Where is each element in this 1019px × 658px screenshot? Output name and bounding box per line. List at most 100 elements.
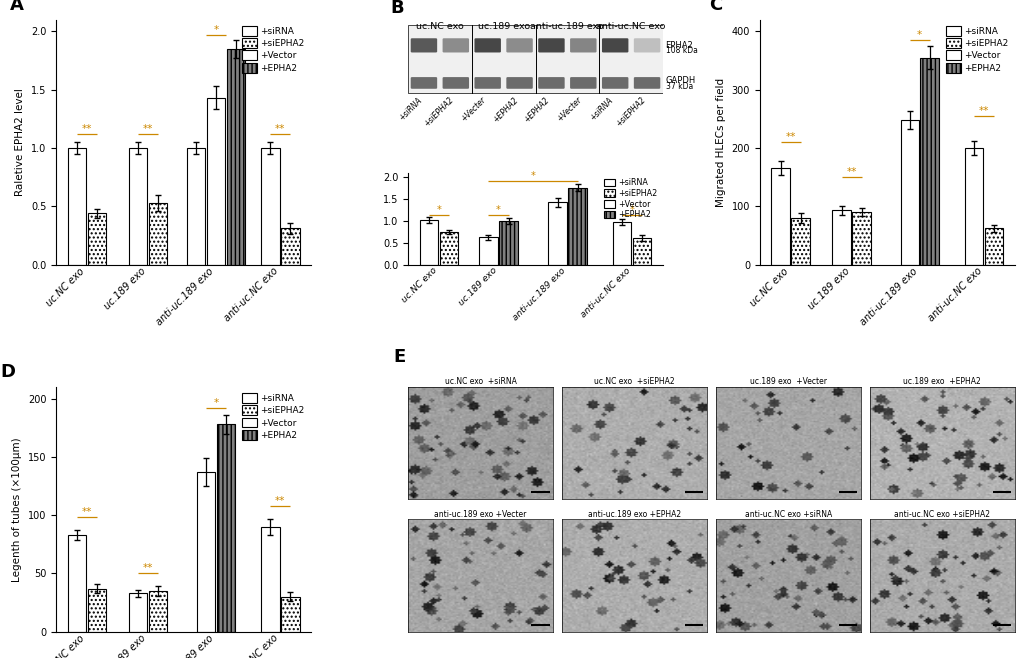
Text: 108 kDa: 108 kDa — [665, 47, 697, 55]
Text: +siEPHA2: +siEPHA2 — [613, 95, 646, 128]
Text: **: ** — [846, 167, 856, 177]
Title: anti-uc.NC exo +siEPHA2: anti-uc.NC exo +siEPHA2 — [894, 509, 989, 519]
Bar — [900, 120, 918, 265]
Bar — [547, 203, 567, 265]
Text: *: * — [436, 205, 441, 215]
Bar — [261, 527, 279, 632]
Text: *: * — [495, 205, 500, 215]
Bar — [88, 213, 106, 265]
Bar — [568, 188, 587, 265]
Text: A: A — [10, 0, 24, 14]
Bar — [852, 212, 870, 265]
FancyBboxPatch shape — [633, 77, 659, 89]
FancyBboxPatch shape — [505, 38, 532, 53]
Text: C: C — [708, 0, 721, 14]
Text: **: ** — [275, 124, 285, 134]
Bar — [261, 148, 279, 265]
FancyBboxPatch shape — [411, 77, 437, 89]
Bar — [128, 148, 147, 265]
Text: E: E — [393, 348, 406, 367]
Text: anti-uc.NC exo: anti-uc.NC exo — [596, 22, 665, 31]
Text: GAPDH: GAPDH — [665, 76, 695, 85]
FancyBboxPatch shape — [442, 38, 469, 53]
Bar — [770, 168, 789, 265]
Bar — [216, 424, 234, 632]
Bar — [149, 591, 167, 632]
FancyBboxPatch shape — [442, 77, 469, 89]
Bar — [67, 535, 86, 632]
Bar — [408, 25, 662, 93]
Legend: +siRNA, +siEPHA2, +Vector, +EPHA2: +siRNA, +siEPHA2, +Vector, +EPHA2 — [944, 24, 1010, 74]
Bar — [919, 58, 937, 265]
Title: uc.189 exo  +Vecter: uc.189 exo +Vecter — [749, 377, 826, 386]
Y-axis label: Legenth of tubes (×100μm): Legenth of tubes (×100μm) — [12, 437, 22, 582]
Legend: +siRNA, +siEPHA2, +Vector, +EPHA2: +siRNA, +siEPHA2, +Vector, +EPHA2 — [240, 24, 307, 74]
Text: **: ** — [978, 106, 988, 116]
Title: anti-uc.189 exo +EPHA2: anti-uc.189 exo +EPHA2 — [587, 509, 681, 519]
FancyBboxPatch shape — [601, 77, 628, 89]
Text: **: ** — [143, 124, 153, 134]
Bar — [281, 597, 300, 632]
FancyBboxPatch shape — [570, 77, 596, 89]
Text: +siEPHA2: +siEPHA2 — [422, 95, 455, 128]
Title: anti-uc.NC exo +siRNA: anti-uc.NC exo +siRNA — [744, 509, 832, 519]
Text: EPHA2: EPHA2 — [665, 41, 693, 49]
Title: uc.189 exo  +EPHA2: uc.189 exo +EPHA2 — [903, 377, 980, 386]
Text: *: * — [213, 25, 218, 35]
Bar — [499, 221, 518, 265]
Bar — [197, 472, 215, 632]
FancyBboxPatch shape — [538, 77, 565, 89]
Bar — [964, 148, 982, 265]
Bar — [479, 238, 497, 265]
FancyBboxPatch shape — [411, 38, 437, 53]
Text: D: D — [0, 363, 15, 381]
Text: **: ** — [785, 132, 795, 142]
Legend: +siRNA, +siEPHA2, +Vector, +EPHA2: +siRNA, +siEPHA2, +Vector, +EPHA2 — [602, 177, 658, 220]
Bar — [832, 211, 850, 265]
Bar — [88, 588, 106, 632]
Text: *: * — [213, 398, 218, 408]
Bar — [128, 594, 147, 632]
Title: uc.NC exo  +siRNA: uc.NC exo +siRNA — [444, 377, 516, 386]
Bar — [419, 220, 438, 265]
Bar — [207, 98, 225, 265]
Text: anti-uc.189 exo: anti-uc.189 exo — [530, 22, 603, 31]
Text: **: ** — [82, 124, 92, 134]
FancyBboxPatch shape — [474, 38, 500, 53]
Text: uc.189 exo: uc.189 exo — [477, 22, 529, 31]
Bar — [67, 148, 86, 265]
Text: uc.NC exo: uc.NC exo — [416, 22, 464, 31]
Text: +EPHA2: +EPHA2 — [522, 95, 551, 124]
Text: **: ** — [275, 495, 285, 506]
Text: *: * — [916, 30, 921, 40]
FancyBboxPatch shape — [601, 38, 628, 53]
Text: 37 kDa: 37 kDa — [665, 82, 692, 91]
Text: +Vecter: +Vecter — [459, 95, 487, 124]
Legend: +siRNA, +siEPHA2, +Vector, +EPHA2: +siRNA, +siEPHA2, +Vector, +EPHA2 — [240, 392, 307, 442]
Y-axis label: Raletive EPHA2 level: Raletive EPHA2 level — [15, 88, 25, 196]
Text: +siRNA: +siRNA — [396, 95, 424, 122]
Text: *: * — [530, 170, 535, 180]
Bar — [226, 49, 245, 265]
Title: anti-uc.189 exo +Vecter: anti-uc.189 exo +Vecter — [434, 509, 526, 519]
Text: **: ** — [82, 507, 92, 517]
Bar — [439, 232, 458, 265]
FancyBboxPatch shape — [505, 77, 532, 89]
Text: +Vecter: +Vecter — [554, 95, 583, 124]
Bar — [791, 218, 809, 265]
FancyBboxPatch shape — [474, 77, 500, 89]
Bar — [186, 148, 205, 265]
Bar — [632, 238, 651, 265]
Text: B: B — [389, 0, 404, 17]
Bar — [612, 222, 631, 265]
Title: uc.NC exo  +siEPHA2: uc.NC exo +siEPHA2 — [594, 377, 675, 386]
Y-axis label: Migrated HLECs per field: Migrated HLECs per field — [715, 78, 726, 207]
FancyBboxPatch shape — [570, 38, 596, 53]
Text: **: ** — [143, 563, 153, 573]
Text: +siRNA: +siRNA — [588, 95, 614, 122]
Text: *: * — [629, 205, 634, 215]
Text: +EPHA2: +EPHA2 — [490, 95, 519, 124]
FancyBboxPatch shape — [633, 38, 659, 53]
Bar — [984, 228, 1003, 265]
FancyBboxPatch shape — [538, 38, 565, 53]
